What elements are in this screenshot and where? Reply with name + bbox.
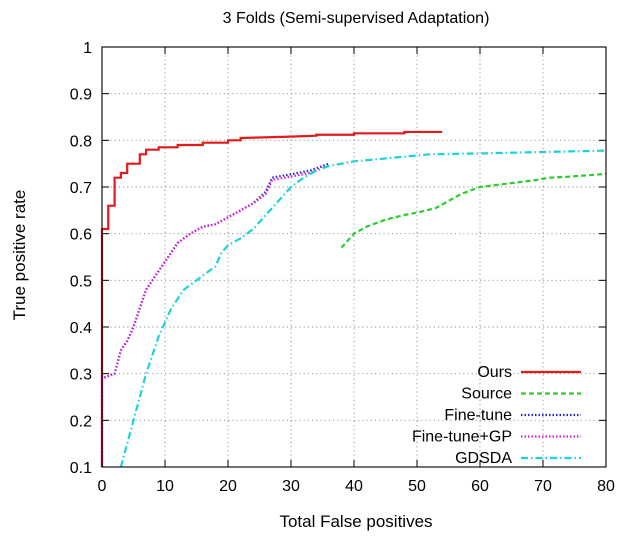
series-line-source: [340, 172, 607, 249]
y-tick-label: 0.3: [70, 367, 92, 384]
grid-lines: [102, 47, 606, 467]
x-tick-label: 10: [156, 478, 174, 495]
y-tick-label: 0.6: [70, 227, 92, 244]
x-tick-label: 60: [471, 478, 489, 495]
legend-label: Fine-tune: [444, 407, 512, 424]
x-tick-labels: 0 10 20 30 40 50 60 70 80: [98, 478, 615, 495]
series-line-ours: [100, 130, 443, 467]
x-tick-label: 80: [597, 478, 615, 495]
series-line-fine-tune-gp: [100, 165, 324, 467]
y-tick-label: 0.8: [70, 133, 92, 150]
y-tick-label: 0.7: [70, 180, 92, 197]
y-tick-labels: 0.1 0.2 0.3 0.4 0.5 0.6 0.7 0.8 0.9 1: [70, 40, 92, 477]
series-lines: [100, 130, 607, 468]
y-tick-label: 0.4: [70, 320, 92, 337]
legend-label: Fine-tune+GP: [412, 429, 512, 446]
y-axis-label: True positive rate: [10, 190, 29, 321]
axis-ticks: [101, 46, 607, 468]
y-tick-label: 0.9: [70, 87, 92, 104]
y-tick-label: 1: [83, 40, 92, 57]
x-tick-label: 40: [345, 478, 363, 495]
legend-label: Source: [461, 386, 512, 403]
x-tick-label: 20: [219, 478, 237, 495]
x-tick-label: 0: [98, 478, 107, 495]
legend: Ours Source Fine-tune Fine-tune+GP GDSDA: [412, 364, 581, 467]
legend-label: Ours: [477, 364, 512, 381]
legend-label: GDSDA: [455, 450, 512, 467]
series-line-gdsda: [119, 149, 607, 468]
series-line-fine-tune: [100, 162, 330, 467]
y-tick-label: 0.5: [70, 273, 92, 290]
chart-title: 3 Folds (Semi-supervised Adaptation): [223, 10, 490, 27]
y-tick-label: 0.1: [70, 460, 92, 477]
x-tick-label: 50: [408, 478, 426, 495]
x-tick-label: 30: [282, 478, 300, 495]
y-tick-label: 0.2: [70, 413, 92, 430]
x-tick-label: 70: [534, 478, 552, 495]
x-axis-label: Total False positives: [279, 512, 432, 531]
